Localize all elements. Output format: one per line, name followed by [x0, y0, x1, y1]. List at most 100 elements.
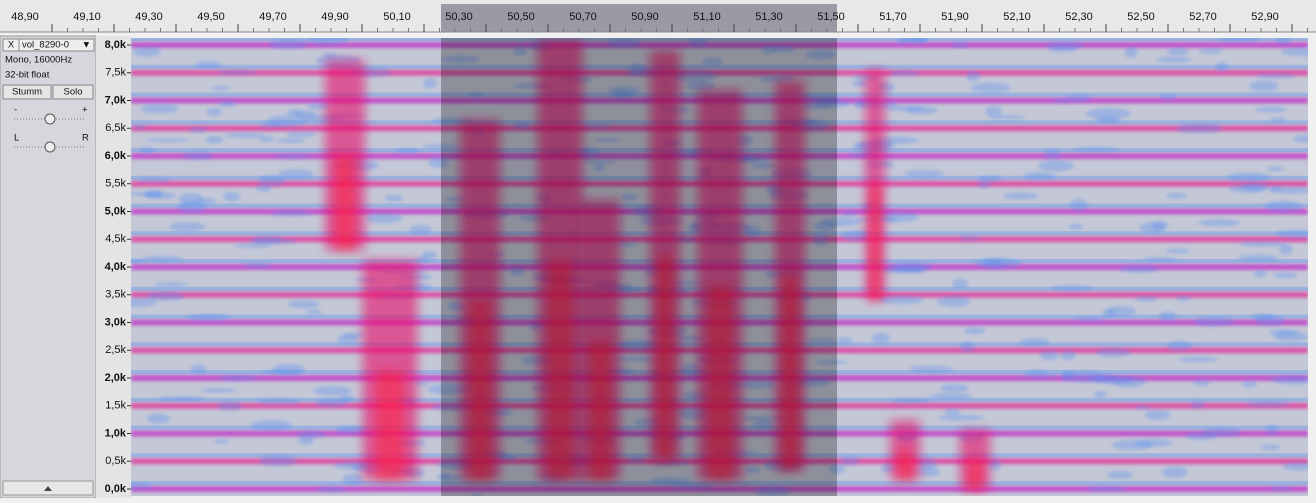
- frequency-label: 5,5k: [105, 178, 126, 190]
- time-label: 52,30: [1065, 11, 1093, 23]
- noise: [1060, 350, 1076, 360]
- frequency-label: 7,5k: [105, 67, 126, 79]
- noise: [1135, 296, 1158, 301]
- noise: [944, 409, 960, 415]
- noise: [1193, 380, 1210, 386]
- noise: [256, 398, 300, 404]
- noise: [1045, 42, 1085, 49]
- time-label: 50,90: [631, 11, 659, 23]
- noise: [842, 211, 857, 216]
- gain-slider[interactable]: [45, 114, 55, 124]
- noise: [274, 154, 311, 159]
- noise: [1070, 199, 1088, 211]
- noise: [1177, 123, 1223, 133]
- noise: [154, 282, 188, 286]
- time-label: 52,50: [1127, 11, 1155, 23]
- noise: [1229, 185, 1266, 193]
- noise: [266, 115, 306, 126]
- time-label: 52,70: [1189, 11, 1217, 23]
- noise: [1190, 401, 1204, 409]
- noise: [891, 398, 931, 403]
- noise: [287, 109, 303, 116]
- noise: [307, 33, 349, 45]
- noise: [187, 314, 230, 321]
- time-label: 49,10: [73, 11, 101, 23]
- noise: [1162, 466, 1188, 478]
- noise: [133, 125, 146, 129]
- noise: [854, 100, 867, 106]
- noise: [960, 341, 974, 352]
- time-label: 52,90: [1251, 11, 1279, 23]
- pan-slider[interactable]: [45, 142, 55, 152]
- noise: [409, 225, 432, 234]
- noise: [179, 193, 203, 205]
- noise: [142, 256, 183, 262]
- noise: [217, 70, 259, 74]
- noise: [1096, 348, 1131, 357]
- noise: [988, 115, 1026, 119]
- audacity-window: 48,9049,1049,3049,5049,7049,9050,1050,30…: [0, 0, 1316, 498]
- noise: [196, 61, 221, 69]
- noise: [894, 265, 928, 271]
- noise: [384, 195, 403, 202]
- noise: [206, 136, 224, 144]
- noise: [1269, 329, 1298, 336]
- speech-core: [968, 460, 983, 490]
- time-label: 49,90: [321, 11, 349, 23]
- time-label: 51,70: [879, 11, 907, 23]
- noise: [206, 108, 221, 117]
- noise: [1178, 357, 1218, 363]
- time-label: 52,10: [1003, 11, 1031, 23]
- noise: [1176, 296, 1191, 301]
- frequency-label: 8,0k: [105, 39, 127, 51]
- noise: [1067, 95, 1092, 103]
- noise: [917, 466, 940, 476]
- noise: [288, 300, 319, 308]
- noise: [985, 106, 1002, 117]
- noise: [1135, 439, 1173, 447]
- noise: [158, 396, 206, 401]
- noise: [1159, 311, 1176, 321]
- frequency-label: 0,0k: [105, 483, 127, 495]
- noise: [871, 333, 890, 343]
- frequency-label: 4,5k: [105, 233, 126, 245]
- noise: [1199, 48, 1223, 54]
- noise: [940, 384, 969, 392]
- time-label: 51,10: [693, 11, 721, 23]
- noise: [1226, 172, 1270, 181]
- noise: [322, 53, 337, 57]
- noise: [1044, 149, 1060, 159]
- noise: [1215, 62, 1228, 72]
- noise: [1023, 172, 1057, 180]
- noise: [217, 401, 242, 410]
- solo-label: Solo: [63, 87, 82, 98]
- noise: [977, 175, 1001, 181]
- noise: [937, 296, 971, 307]
- noise: [971, 83, 1011, 93]
- noise: [1107, 306, 1137, 316]
- noise: [1119, 266, 1160, 273]
- noise: [960, 236, 981, 240]
- noise: [1073, 147, 1119, 152]
- noise: [394, 148, 419, 154]
- noise: [1255, 107, 1287, 112]
- noise: [841, 456, 859, 465]
- time-label: 50,50: [507, 11, 535, 23]
- noise: [169, 222, 206, 231]
- time-label: 49,50: [197, 11, 225, 23]
- frequency-label: 4,0k: [105, 261, 127, 273]
- mute-label: Stumm: [12, 87, 42, 98]
- frequency-label: 3,0k: [105, 316, 127, 328]
- noise: [1167, 341, 1192, 351]
- track-name: vol_8290-0: [22, 40, 69, 51]
- noise: [966, 71, 980, 82]
- noise: [286, 132, 316, 137]
- frequency-label: 2,5k: [105, 344, 126, 356]
- noise: [1245, 401, 1290, 407]
- noise: [978, 181, 991, 189]
- noise: [1021, 373, 1058, 378]
- noise: [1270, 486, 1292, 490]
- noise: [1217, 36, 1244, 42]
- noise: [1239, 241, 1287, 246]
- noise: [211, 86, 230, 90]
